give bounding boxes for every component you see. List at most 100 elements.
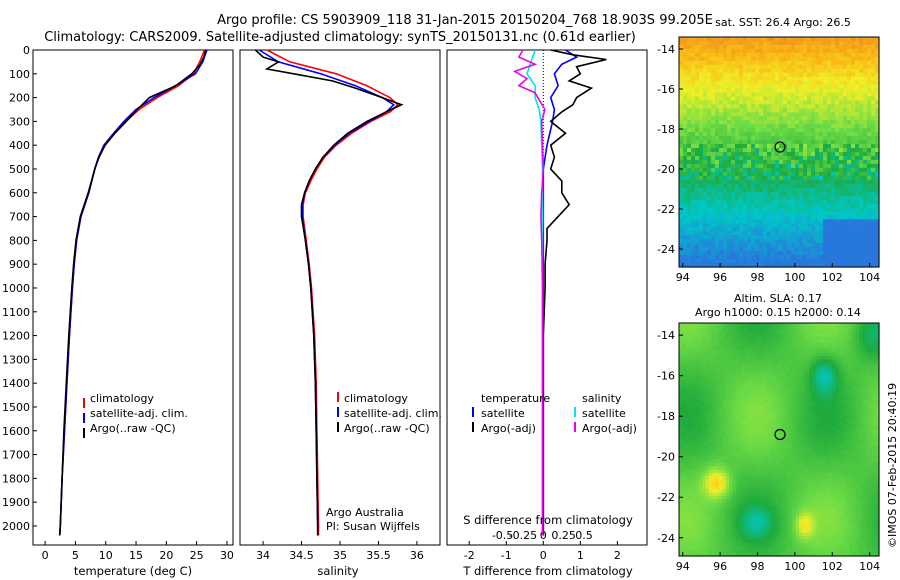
map-cell — [731, 44, 736, 50]
map-cell — [875, 163, 880, 169]
map-cell — [679, 392, 683, 397]
map-cell — [835, 152, 840, 157]
map-cell — [739, 326, 743, 331]
map-cell — [875, 120, 880, 125]
map-cell — [769, 362, 773, 367]
map-cell — [872, 359, 877, 364]
map-cell — [851, 52, 856, 58]
map-cell — [832, 376, 837, 381]
map-cell — [852, 426, 857, 431]
map-cell — [785, 382, 790, 387]
map-cell — [791, 96, 796, 102]
map-cell — [759, 199, 764, 205]
map-cell — [795, 247, 800, 252]
map-cell — [705, 382, 710, 387]
map-cell — [679, 416, 683, 421]
map-cell — [863, 167, 868, 173]
map-cell — [842, 349, 847, 354]
map-cell — [767, 159, 772, 165]
map-cell — [731, 64, 736, 70]
x-tick-label: -1 — [501, 549, 512, 562]
map-cell — [799, 199, 804, 205]
map-cell — [855, 362, 860, 367]
map-cell — [807, 259, 812, 264]
map-cell — [799, 124, 804, 129]
map-cell — [727, 148, 732, 153]
map-cell — [743, 183, 748, 189]
map-cell — [875, 263, 880, 268]
map-cell — [859, 243, 864, 248]
map-cell — [851, 215, 856, 221]
map-cell — [852, 323, 857, 327]
map-cell — [802, 399, 807, 404]
map-cell — [755, 412, 760, 417]
map-cell — [849, 372, 853, 377]
map-cell — [699, 100, 704, 106]
map-cell — [871, 152, 876, 157]
y-tick-label: 1800 — [2, 472, 30, 485]
map-cell — [859, 326, 863, 331]
map-cell — [747, 124, 752, 129]
map-cell — [687, 64, 692, 70]
map-cell — [755, 148, 760, 153]
map-cell — [795, 426, 800, 431]
map-cell — [772, 359, 777, 364]
map-cell — [867, 159, 872, 165]
map-cell — [743, 136, 748, 141]
map-cell — [859, 426, 863, 431]
map-cell — [871, 88, 876, 94]
map-cell — [779, 402, 783, 407]
map-cell — [685, 342, 690, 347]
map-cell — [711, 76, 716, 82]
map-cell — [812, 416, 817, 421]
map-cell — [863, 56, 868, 62]
map-cell — [705, 339, 710, 344]
map-cell — [855, 379, 860, 384]
map-cell — [687, 60, 692, 66]
map-cell — [859, 140, 864, 145]
map-cell — [851, 191, 856, 197]
map-cell — [687, 255, 692, 260]
map-cell — [795, 199, 800, 205]
map-cell — [751, 37, 756, 42]
map-cell — [845, 332, 850, 337]
map-cell — [852, 406, 857, 411]
map-cell — [831, 231, 836, 236]
map-cell — [689, 342, 693, 347]
map-cell — [809, 389, 813, 394]
map-cell — [802, 352, 807, 357]
map-cell — [695, 255, 700, 260]
map-cell — [851, 263, 856, 268]
map-cell — [855, 235, 860, 240]
map-cell — [759, 323, 763, 327]
map-cell — [687, 195, 692, 201]
map-cell — [679, 80, 684, 86]
map-cell — [687, 227, 692, 232]
map-cell — [699, 40, 704, 46]
map-cell — [769, 336, 773, 341]
x-tick-label: 35.5 — [366, 549, 391, 562]
map-cell — [707, 112, 712, 117]
map-cell — [842, 369, 847, 374]
map-cell — [772, 396, 777, 401]
map-cell — [863, 159, 868, 165]
map-cell — [732, 352, 737, 357]
map-cell — [759, 356, 763, 361]
map-cell — [759, 187, 764, 193]
map-cell — [695, 336, 700, 341]
map-cell — [845, 379, 850, 384]
map-cell — [742, 419, 747, 424]
map-cell — [809, 336, 813, 341]
map-cell — [727, 231, 732, 236]
map-cell — [699, 152, 704, 157]
map-cell — [775, 40, 780, 46]
map-cell — [683, 191, 688, 197]
map-cell — [743, 76, 748, 82]
map-cell — [755, 429, 760, 434]
map-cell — [805, 389, 810, 394]
map-cell — [719, 108, 724, 113]
map-cell — [747, 52, 752, 58]
map-cell — [747, 72, 752, 78]
map-cell — [752, 352, 757, 357]
map-cell — [875, 155, 880, 161]
